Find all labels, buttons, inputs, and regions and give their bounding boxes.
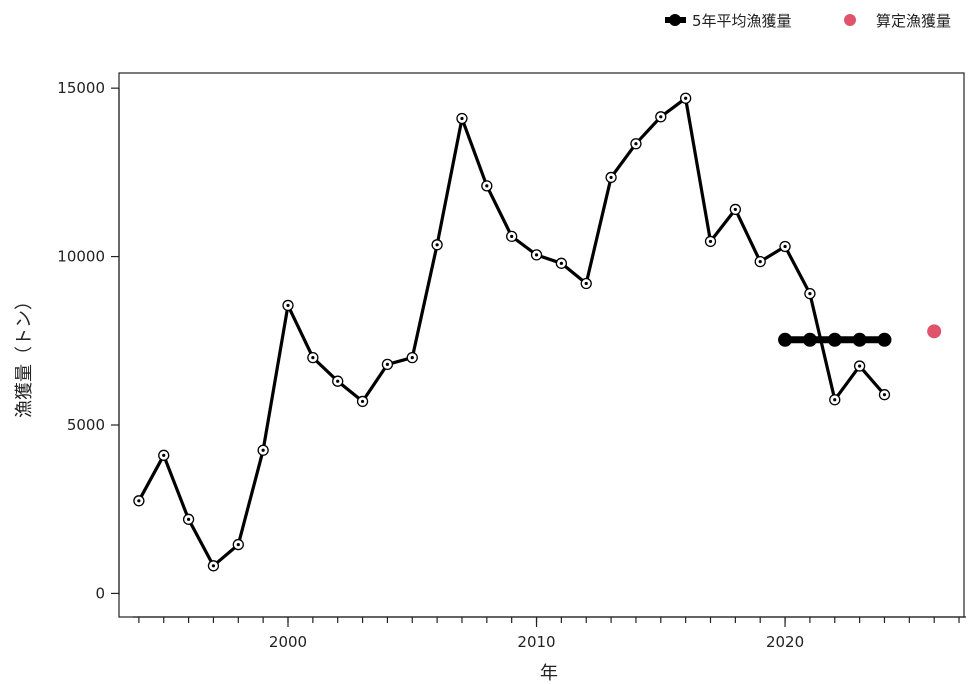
data-point-5yr-average — [778, 332, 793, 347]
x-tick-label: 2000 — [269, 633, 307, 651]
data-point-annual-catch-center — [162, 453, 166, 457]
data-point-annual-catch-center — [286, 303, 290, 308]
legend: 5年平均漁獲量 算定漁獲量 — [665, 12, 951, 30]
data-point-annual-catch-center — [510, 234, 514, 238]
data-point-annual-catch-center — [783, 244, 787, 249]
chart-marks — [133, 92, 942, 572]
data-point-annual-catch-center — [584, 281, 588, 286]
data-point-annual-catch-center — [559, 261, 563, 265]
y-tick-label: 5000 — [67, 416, 105, 434]
data-point-annual-catch-center — [485, 184, 489, 188]
data-point-annual-catch-center — [360, 399, 365, 404]
data-point-5yr-average — [852, 332, 867, 347]
legend-calculated-catch-label: 算定漁獲量 — [876, 12, 951, 30]
data-point-annual-catch-center — [634, 142, 638, 146]
data-point-annual-catch-center — [534, 253, 539, 257]
y-tick-label: 10000 — [57, 248, 105, 266]
data-point-5yr-average — [827, 332, 842, 347]
data-point-annual-catch-center — [311, 356, 315, 360]
data-point-annual-catch-center — [410, 356, 414, 360]
x-tick-label: 2010 — [517, 633, 555, 651]
data-point-5yr-average — [802, 332, 817, 347]
x-tick-label: 2020 — [766, 633, 804, 651]
x-axis-title: 年 — [540, 663, 558, 684]
data-point-annual-catch-center — [261, 448, 265, 452]
y-tick-label: 0 — [95, 584, 105, 602]
data-point-annual-catch-center — [336, 379, 340, 383]
data-point-annual-catch-center — [708, 239, 713, 244]
data-point-annual-catch-center — [733, 207, 737, 212]
legend-5yr-average-marker — [669, 14, 681, 26]
data-point-annual-catch-center — [460, 116, 464, 121]
data-point-annual-catch-center — [385, 362, 390, 366]
legend-5yr-average-label: 5年平均漁獲量 — [692, 12, 792, 30]
data-point-annual-catch-center — [858, 364, 862, 368]
data-point-5yr-average — [877, 332, 892, 347]
series-line-annual-catch — [137, 96, 886, 568]
data-point-annual-catch-center — [137, 499, 141, 503]
legend-calculated-catch-marker — [844, 14, 856, 26]
data-point-annual-catch-center — [882, 393, 887, 397]
data-point-annual-catch-center — [808, 292, 812, 296]
data-point-calculated-catch — [927, 324, 942, 339]
data-point-annual-catch-center — [684, 96, 688, 100]
y-tick-label: 15000 — [57, 79, 105, 97]
data-point-annual-catch-center — [609, 175, 613, 180]
data-point-annual-catch-center — [659, 115, 663, 119]
data-point-annual-catch-center — [211, 564, 216, 568]
x-axis: 2000 2010 2020 — [133, 616, 966, 651]
data-point-annual-catch-center — [758, 260, 762, 264]
data-point-annual-catch-center — [833, 398, 837, 402]
data-point-annual-catch-center — [435, 243, 439, 247]
y-axis-title: 漁獲量（トン） — [14, 292, 35, 418]
data-point-annual-catch-center — [186, 517, 191, 521]
y-axis: 0 5000 10000 15000 — [57, 79, 120, 602]
data-point-annual-catch-center — [236, 542, 240, 547]
